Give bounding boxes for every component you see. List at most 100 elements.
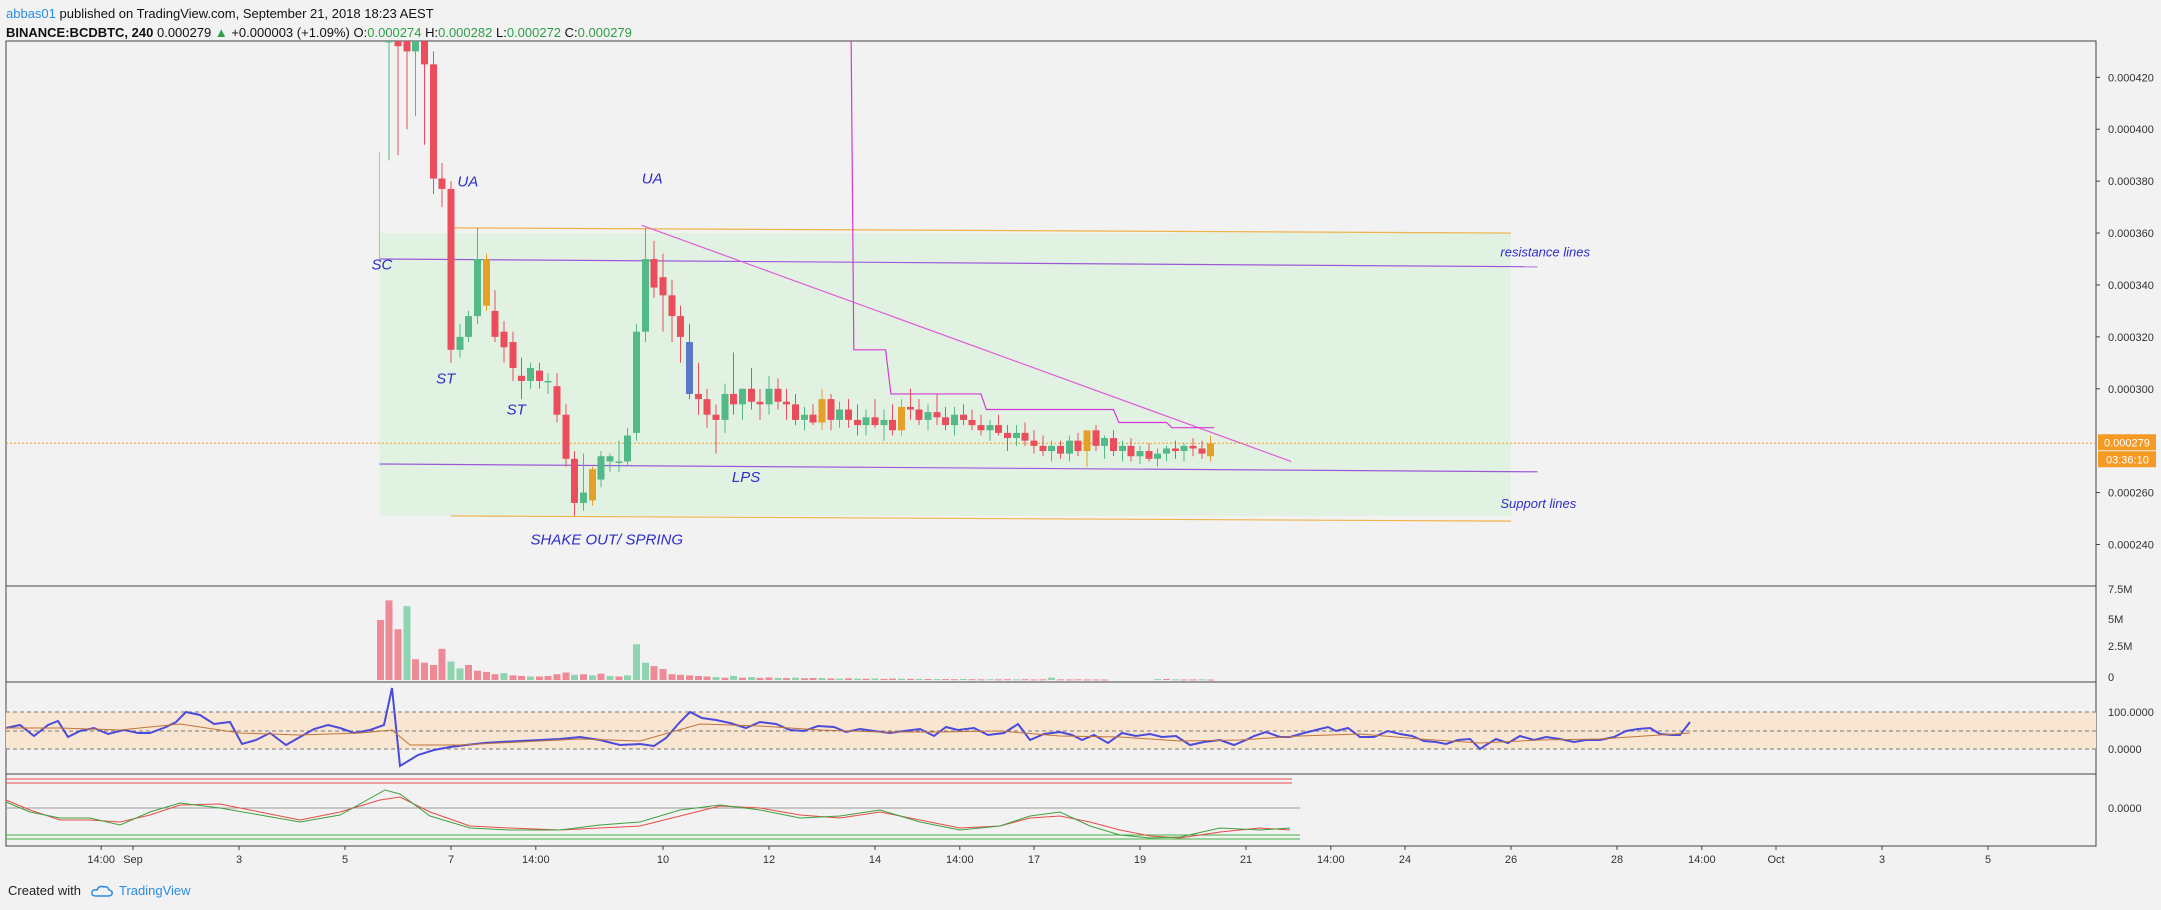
candle-body	[536, 370, 544, 381]
time-tick-label: 21	[1240, 854, 1252, 866]
volume-bar	[553, 674, 561, 680]
annotation-label[interactable]: UA	[457, 173, 478, 190]
resistance-line[interactable]	[450, 227, 1512, 234]
candle-body	[818, 399, 826, 423]
annotation-label[interactable]: SHAKE OUT/ SPRING	[531, 531, 684, 548]
candle-body	[570, 458, 578, 503]
candle-body	[915, 409, 923, 420]
tradingview-link[interactable]: TradingView	[118, 883, 191, 898]
price-tick-label: 0.000340	[2108, 280, 2154, 292]
candle-body	[721, 393, 729, 420]
candle-body	[1180, 445, 1188, 452]
candle-body	[456, 336, 464, 350]
candle-body	[1004, 432, 1011, 439]
oscillator-slow-line	[5, 789, 1291, 839]
footer: Created with TradingView	[8, 883, 191, 898]
volume-bar	[430, 665, 438, 680]
candle-body	[1163, 448, 1170, 454]
oscillator-tick-label: 0.0000	[2108, 803, 2142, 815]
support-line[interactable]	[450, 515, 1512, 522]
candle-body	[1039, 445, 1047, 452]
time-tick-label: 14:00	[1317, 854, 1345, 866]
volume-bar	[1100, 679, 1108, 681]
candle-body	[941, 417, 949, 426]
candle-body	[1013, 432, 1021, 439]
volume-bar	[668, 674, 676, 680]
time-tick-label: 5	[342, 854, 348, 866]
oscillator-pane[interactable]	[5, 773, 2097, 847]
volume-bar	[474, 670, 481, 680]
price-axis[interactable]: 0.000420 0.000400 0.000380 0.000360 0.000340…	[2096, 72, 2156, 551]
volume-bar	[491, 674, 499, 680]
downtrend-line[interactable]	[641, 224, 1292, 462]
chart-canvas[interactable]: UA UA SC ST ST LPS SHAKE OUT/ SPRING resistance…	[0, 0, 2161, 880]
volume-bar	[447, 661, 455, 680]
annotation-label[interactable]: SC	[372, 256, 393, 273]
candle-body	[729, 393, 737, 405]
time-axis[interactable]: 14:00 Sep 3 5 7 14:00 10 12 14 14:00 17 19 21 14:00 24…	[87, 846, 1991, 866]
volume-bar	[421, 662, 428, 680]
annotation-label[interactable]: ST	[507, 402, 528, 419]
candle-body	[1074, 440, 1082, 452]
annotations-layer[interactable]: UA UA SC ST ST LPS SHAKE OUT/ SPRING resistance…	[372, 171, 1591, 549]
volume-tick-label: 0	[2108, 672, 2114, 684]
candle-body	[907, 406, 915, 410]
time-tick-label: Sep	[123, 854, 143, 866]
annotation-label[interactable]: ST	[436, 371, 457, 388]
candle-body	[792, 404, 799, 420]
author-link[interactable]: abbas01	[6, 6, 56, 21]
candle-body	[659, 277, 667, 296]
candle-body	[1206, 443, 1214, 457]
close-value: 0.000279	[577, 25, 632, 40]
candle-body	[854, 419, 862, 426]
oscillator-fast-line	[5, 796, 1291, 839]
annotation-label[interactable]: LPS	[732, 469, 760, 486]
volume-bar	[642, 662, 650, 680]
created-with-text: Created with	[8, 883, 81, 898]
sub-axes: 7.5M 5M 2.5M 0 100.0000 0.0000 0.0000	[2108, 584, 2154, 815]
volume-pane[interactable]	[5, 585, 2097, 683]
volume-bar	[1004, 679, 1011, 681]
candle-body	[888, 419, 896, 431]
candle-body	[1127, 445, 1135, 457]
candle-body	[509, 342, 517, 368]
volume-bar	[765, 677, 773, 680]
candle-body	[1030, 440, 1038, 446]
price-tick-label: 0.000400	[2108, 124, 2154, 136]
volume-bar	[729, 675, 737, 680]
volume-bar	[570, 674, 578, 680]
oscillator-band	[5, 778, 1300, 840]
rsi-line	[5, 687, 1691, 768]
candle-body	[960, 414, 968, 420]
rsi-signal-line	[6, 723, 1691, 746]
resistance-line[interactable]	[379, 258, 1538, 268]
candle-body	[756, 401, 764, 405]
candle-body	[1145, 451, 1153, 459]
annotation-label[interactable]: UA	[642, 171, 663, 188]
candle-body	[527, 368, 534, 381]
volume-bar	[1083, 679, 1091, 681]
annotation-label[interactable]: Support lines	[1500, 496, 1576, 511]
volume-bar	[456, 668, 464, 680]
volume-bar	[385, 600, 393, 680]
volume-bar	[411, 659, 419, 680]
candle-body	[765, 388, 773, 405]
candle-body	[968, 419, 976, 426]
volume-bar	[977, 679, 985, 681]
rsi-band	[5, 687, 2096, 768]
candle-body	[933, 412, 941, 418]
published-text: published on TradingView.com, September …	[59, 6, 434, 21]
volume-bar	[739, 677, 746, 680]
candle-body	[1198, 448, 1206, 454]
candle-body	[703, 399, 711, 415]
volume-bar	[1057, 679, 1064, 681]
volume-bar	[1013, 679, 1021, 681]
volume-layer	[377, 600, 1214, 681]
close-label: C:	[564, 25, 578, 40]
candle-body	[1047, 445, 1055, 452]
volume-bar	[933, 679, 941, 681]
candle-body	[491, 310, 499, 337]
volume-bar	[509, 675, 517, 680]
annotation-label[interactable]: resistance lines	[1500, 244, 1590, 259]
candle-body	[553, 386, 561, 415]
